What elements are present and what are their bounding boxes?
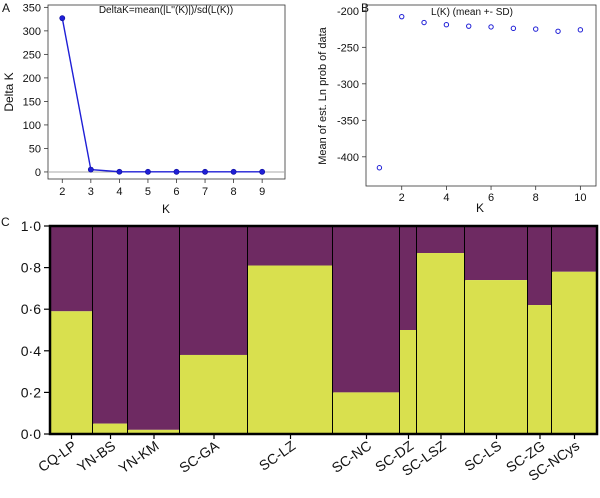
panel-c-ytick-label: 0·8 [21, 260, 41, 276]
panel-a-delta-k-plot: A DeltaK=mean(|L''(K)|)/sd(L(K)) K Delta… [2, 1, 286, 216]
bar-SC-ZG-upper [528, 226, 552, 306]
panel-a-point [173, 168, 180, 175]
bar-SC-LZ-lower [248, 265, 333, 434]
panel-label-a: A [2, 1, 10, 15]
bar-SC-NCys-upper [552, 226, 597, 272]
bar-SC-NC-lower [333, 392, 400, 434]
panel-b-point [443, 22, 450, 28]
panel-a-xtick-label: 2 [59, 186, 65, 198]
panel-c-ytick-label: 1·0 [21, 218, 41, 234]
panel-b-point [488, 24, 494, 30]
panel-c-xtick-label: YN-KM [116, 437, 162, 476]
bar-SC-NCys-lower [552, 271, 597, 434]
panel-a-frame [47, 4, 286, 180]
bar-SC-NC-upper [333, 226, 400, 393]
panel-a-ytick-label: 300 [23, 26, 41, 38]
panel-a-xtick-label: 3 [88, 186, 94, 198]
panel-a-xtick-label: 4 [116, 186, 122, 198]
panel-a-xtick-label: 9 [259, 186, 265, 198]
panel-a-series-line [61, 18, 263, 173]
panel-a-ytick-label: 150 [23, 96, 41, 108]
panel-a-point [145, 168, 151, 175]
panel-a-xtick-label: 8 [231, 186, 237, 198]
panel-b-ytick-label: -200 [337, 6, 359, 18]
panel-c-ytick-label: 0·0 [21, 426, 41, 442]
panel-b-xlabel: K [476, 201, 484, 215]
panel-a-title: DeltaK=mean(|L''(K)|)/sd(L(K)) [99, 5, 233, 16]
panel-a-ytick-label: 250 [23, 49, 41, 61]
panel-a-xtick-label: 6 [173, 186, 179, 198]
panel-c-xtick-label: SC-LS [461, 437, 504, 474]
panel-b-lnk-plot: B L(K) (mean +- SD) K Mean of est. Ln pr… [317, 1, 597, 215]
bar-CQ-LP-upper [50, 226, 93, 312]
panel-c-ytick-label: 0·2 [21, 384, 41, 400]
panel-c-ytick-label: 0·6 [21, 301, 41, 317]
panel-c-frame [48, 224, 599, 436]
panel-a-xlabel: K [162, 202, 170, 216]
panel-a-xtick-label: 7 [202, 186, 208, 198]
panel-b-frame [365, 4, 597, 187]
panel-b-title: L(K) (mean +- SD) [431, 7, 513, 18]
panel-a-point [59, 15, 66, 22]
panel-b-point [421, 19, 427, 26]
bar-SC-ZG-lower [528, 305, 552, 434]
bar-CQ-LP-lower [50, 311, 93, 434]
panel-b-ytick-label: -250 [337, 42, 359, 54]
panel-b-xtick-label: 2 [399, 192, 405, 204]
bar-SC-GA-lower [180, 354, 248, 434]
panel-b-point [577, 27, 584, 33]
panel-b-point [533, 26, 539, 32]
panel-b-point [555, 28, 561, 34]
panel-b-xtick-label: 6 [488, 192, 494, 204]
panel-b-xtick-label: 8 [533, 192, 539, 204]
panel-label-c: C [1, 215, 10, 229]
panel-b-point [466, 23, 472, 29]
panel-c-xtick-label: SC-NC [329, 437, 375, 476]
panel-a-point [202, 168, 208, 175]
panel-b-ytick-label: -400 [337, 152, 359, 164]
panel-b-point [376, 165, 383, 171]
panel-c-xtick-label: SC-LZ [256, 437, 299, 474]
panel-c-xtick-label: YN-BS [74, 437, 118, 475]
bar-SC-LSZ-lower [417, 253, 465, 434]
panel-a-point [87, 166, 94, 173]
panel-a-xtick-label: 5 [145, 186, 151, 198]
panel-c-ytick-label: 0·4 [21, 343, 41, 359]
panel-a-ytick-label: 200 [23, 73, 41, 85]
panel-a-ytick-label: 350 [23, 2, 41, 14]
panel-a-ylabel: Delta K [2, 72, 16, 111]
panel-c-xtick-label: SC-GA [176, 437, 222, 476]
panel-b-xtick-label: 4 [443, 192, 449, 204]
panel-b-point [510, 25, 517, 32]
bar-SC-LS-upper [465, 226, 528, 281]
bar-YN-KM-lower [128, 429, 180, 434]
panel-b-ytick-label: -350 [337, 115, 359, 127]
panel-b-ytick-label: -300 [337, 79, 359, 91]
bar-SC-GA-upper [180, 226, 248, 355]
panel-b-xtick-label: 10 [574, 192, 586, 204]
bar-SC-DZ-lower [400, 330, 417, 434]
bar-YN-BS-upper [93, 226, 128, 424]
panel-a-point [259, 168, 266, 175]
panel-b-ylabel: Mean of est. Ln prob of data [317, 26, 329, 164]
panel-a-ytick-label: 100 [23, 120, 41, 132]
panel-label-b: B [361, 1, 369, 15]
panel-a-ytick-label: 0 [35, 167, 41, 179]
panel-a-point [230, 168, 237, 175]
bar-YN-KM-upper [128, 226, 180, 430]
panel-b-point [399, 13, 405, 20]
panel-a-ytick-label: 50 [29, 143, 41, 155]
bar-SC-LSZ-upper [417, 226, 465, 254]
panel-c-xtick-label: CQ-LP [35, 437, 79, 475]
bar-SC-LS-lower [465, 280, 528, 434]
panel-a-point [116, 168, 123, 175]
bar-YN-BS-lower [93, 423, 128, 434]
bar-SC-DZ-upper [400, 226, 417, 330]
bar-SC-LZ-upper [248, 226, 333, 266]
